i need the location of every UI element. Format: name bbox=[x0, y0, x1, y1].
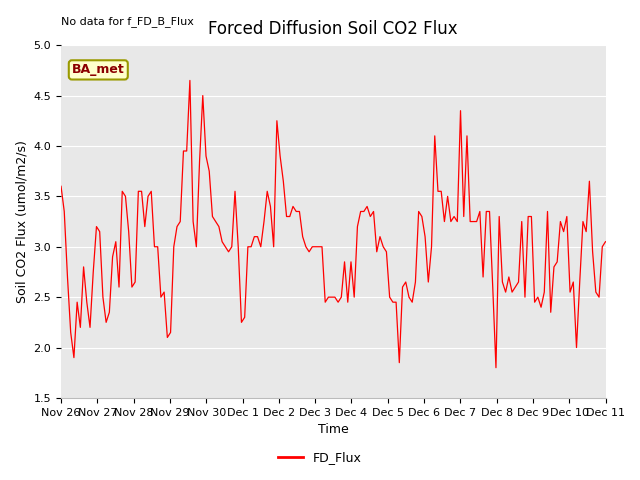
Text: No data for f_FD_B_Flux: No data for f_FD_B_Flux bbox=[61, 16, 194, 27]
Y-axis label: Soil CO2 Flux (umol/m2/s): Soil CO2 Flux (umol/m2/s) bbox=[15, 140, 28, 303]
X-axis label: Time: Time bbox=[318, 423, 349, 436]
Text: BA_met: BA_met bbox=[72, 63, 125, 76]
Title: Forced Diffusion Soil CO2 Flux: Forced Diffusion Soil CO2 Flux bbox=[209, 20, 458, 38]
Legend: FD_Flux: FD_Flux bbox=[273, 446, 367, 469]
